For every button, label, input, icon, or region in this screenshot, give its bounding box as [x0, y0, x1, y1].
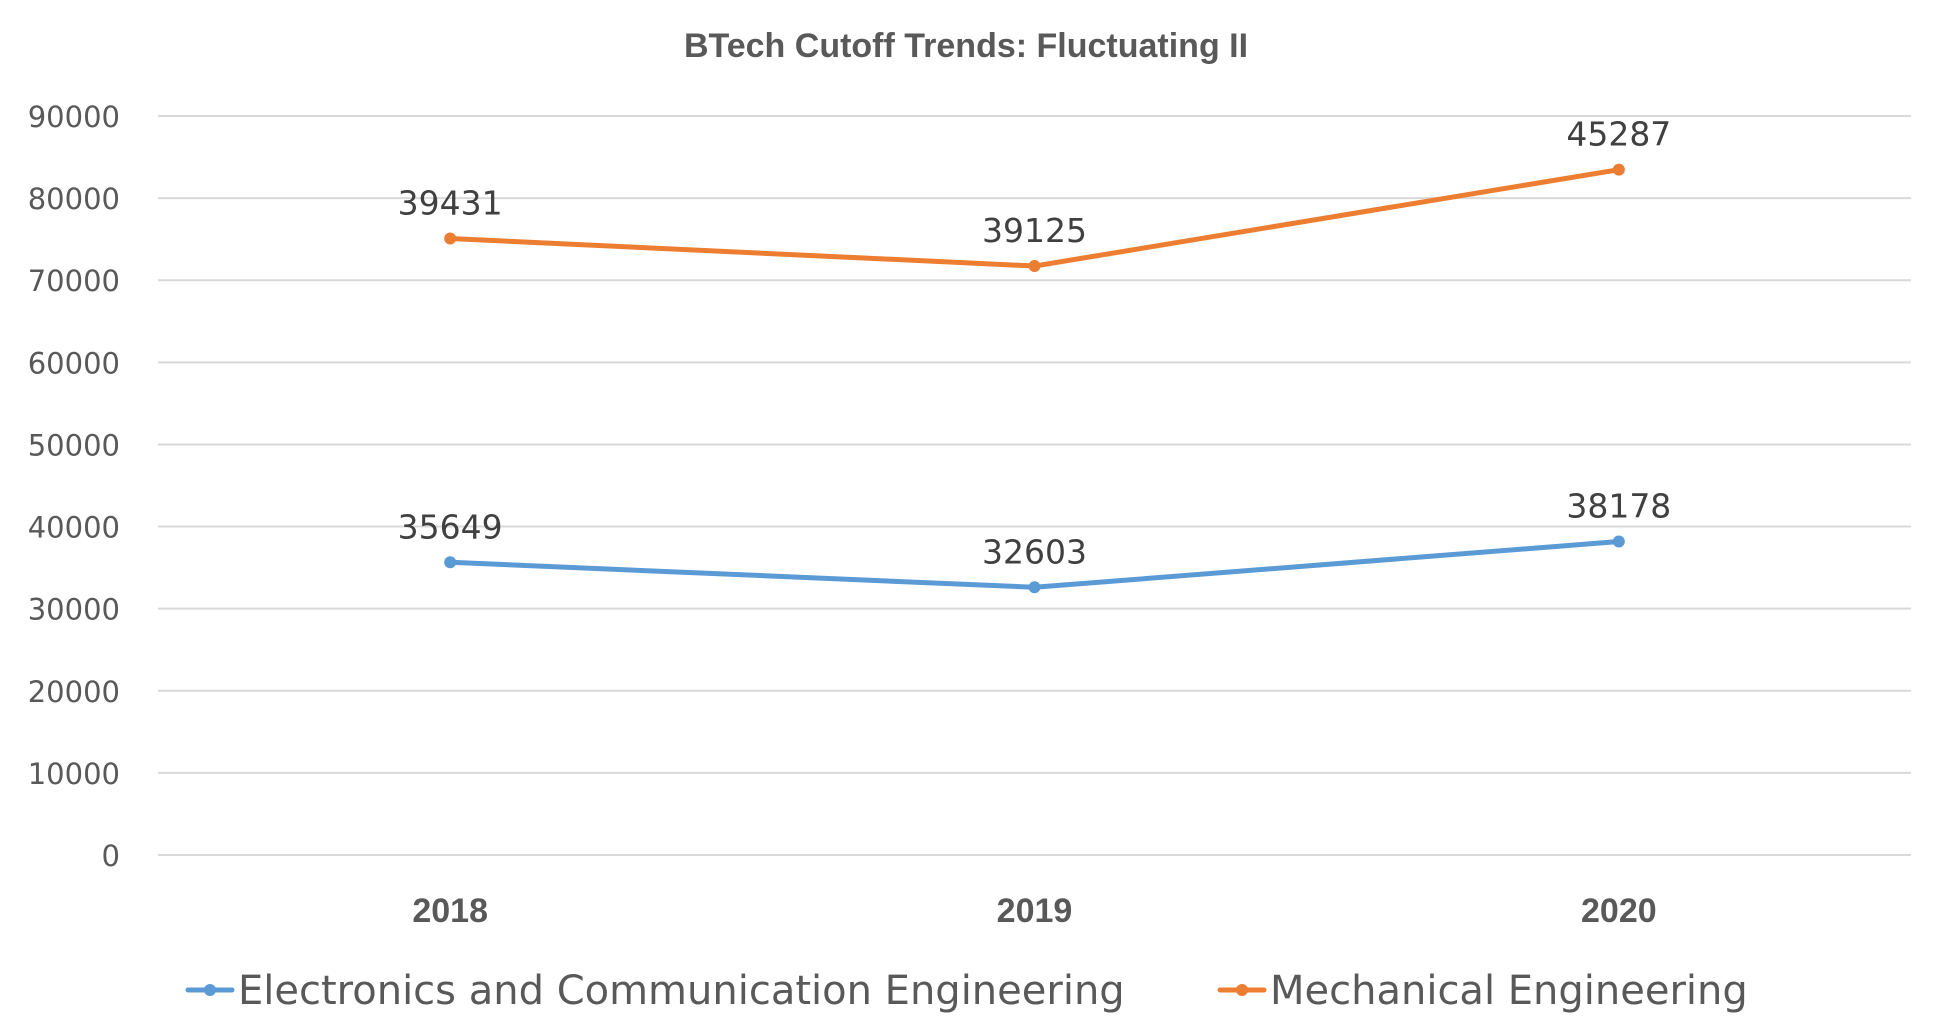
data-labels: 35649 32603 38178 39431 39125 45287	[398, 115, 1672, 572]
y-tick-label: 50000	[28, 428, 120, 462]
y-tick-label: 20000	[28, 675, 120, 709]
y-tick-label: 30000	[28, 593, 120, 627]
data-point	[1028, 260, 1041, 273]
x-tick-label: 2020	[1581, 892, 1657, 930]
data-point	[444, 232, 457, 245]
x-tick-label: 2019	[997, 892, 1073, 930]
legend-label: Electronics and Communication Engineerin…	[238, 968, 1125, 1014]
data-point	[1028, 581, 1041, 594]
data-label: 39431	[398, 184, 503, 223]
data-point	[444, 556, 457, 569]
y-tick-label: 70000	[28, 264, 120, 298]
data-label: 45287	[1566, 115, 1671, 154]
y-tick-label: 10000	[28, 757, 120, 791]
legend-item: Electronics and Communication Engineerin…	[185, 968, 1125, 1014]
legend: Electronics and Communication Engineerin…	[185, 968, 1748, 1014]
y-tick-label: 80000	[28, 182, 120, 216]
x-tick-label: 2018	[412, 892, 488, 930]
chart-title: BTech Cutoff Trends: Fluctuating II	[684, 27, 1248, 65]
data-point	[1612, 535, 1625, 548]
data-point	[1612, 163, 1625, 176]
legend-label: Mechanical Engineering	[1270, 968, 1748, 1014]
y-axis-ticks: 0 10000 20000 30000 40000 50000 60000 70000 8000…	[28, 100, 120, 873]
y-tick-label: 40000	[28, 511, 120, 545]
x-axis-ticks: 2018 2019 2020	[412, 892, 1656, 930]
y-tick-label: 0	[102, 839, 120, 873]
data-label: 32603	[982, 532, 1087, 571]
y-tick-label: 90000	[28, 100, 120, 134]
legend-marker-icon	[1236, 984, 1248, 996]
y-tick-label: 60000	[28, 346, 120, 380]
gridlines	[158, 115, 1911, 856]
data-label: 38178	[1566, 487, 1671, 526]
legend-marker-icon	[204, 984, 216, 996]
data-label: 35649	[398, 507, 503, 546]
legend-item: Mechanical Engineering	[1217, 968, 1748, 1014]
data-label: 39125	[982, 211, 1087, 250]
series-lines	[444, 163, 1625, 594]
